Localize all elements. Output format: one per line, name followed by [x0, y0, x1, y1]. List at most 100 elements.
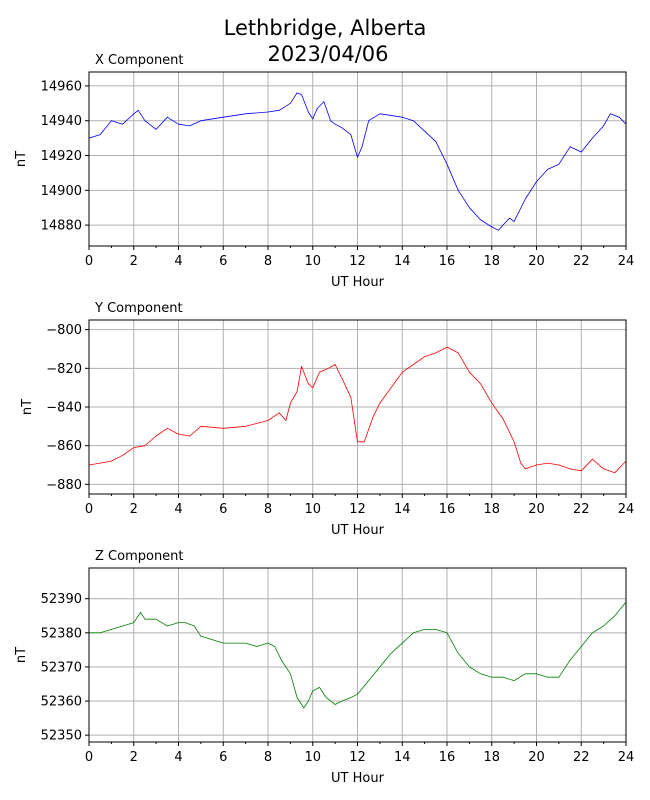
x-point-20 [312, 118, 314, 120]
x-point-17 [296, 92, 298, 94]
y-point-5 [144, 445, 146, 447]
y-point-51 [614, 472, 616, 474]
y-xtick-label-3: 6 [219, 502, 227, 517]
z-xtick-label-1: 2 [130, 750, 138, 765]
y-point-48 [580, 470, 582, 472]
x-point-41 [502, 224, 504, 226]
z-point-34 [390, 652, 392, 654]
z-point-3 [122, 625, 123, 627]
z-point-42 [480, 673, 481, 675]
z-point-20 [281, 659, 282, 661]
z-point-48 [547, 676, 549, 678]
y-point-24 [341, 377, 343, 379]
z-xtick-label-8: 16 [439, 750, 456, 765]
y-point-8 [178, 433, 179, 435]
y-point-1 [99, 462, 101, 464]
z-xlabel: UT Hour [331, 771, 385, 786]
y-point-46 [558, 464, 560, 466]
x-point-8 [166, 116, 168, 118]
y-xtick-label-1: 2 [130, 502, 138, 517]
x-point-42 [509, 217, 510, 219]
z-point-38 [435, 629, 437, 630]
z-point-35 [401, 642, 403, 644]
z-xtick-label-4: 8 [264, 750, 272, 765]
z-point-10 [184, 622, 186, 623]
z-point-2 [111, 629, 112, 630]
x-point-22 [323, 101, 325, 102]
y-point-41 [513, 441, 515, 443]
y-point-38 [480, 383, 481, 385]
y-ytick-label-0: −880 [46, 478, 82, 493]
y-point-3 [122, 454, 123, 456]
x-xtick-label-8: 16 [439, 254, 456, 269]
y-point-45 [547, 462, 549, 464]
z-point-31 [357, 693, 358, 695]
z-point-51 [580, 646, 582, 647]
z-point-39 [446, 632, 448, 634]
x-point-25 [341, 127, 343, 129]
z-point-41 [469, 666, 470, 668]
x-ytick-label-1: 14900 [41, 184, 82, 199]
z-ytick-label-1: 52360 [41, 695, 82, 710]
x-point-34 [435, 141, 437, 143]
z-xtick-label-0: 0 [85, 750, 93, 765]
x-point-48 [569, 146, 571, 148]
y-point-19 [307, 383, 309, 385]
y-point-20 [312, 387, 314, 389]
x-point-39 [491, 226, 493, 228]
x-xtick-label-9: 18 [483, 254, 500, 269]
y-point-42 [520, 462, 522, 464]
y-point-7 [166, 427, 168, 429]
z-xtick-label-6: 12 [349, 750, 366, 765]
y-point-43 [524, 468, 526, 470]
x-point-16 [290, 102, 291, 104]
z-point-36 [413, 632, 414, 634]
y-xtick-label-12: 24 [618, 502, 635, 517]
x-point-15 [278, 109, 280, 111]
z-xtick-label-3: 6 [219, 750, 227, 765]
y-point-29 [379, 402, 381, 404]
z-ytick-label-2: 52370 [41, 660, 82, 675]
x-xtick-label-7: 14 [394, 254, 411, 269]
x-point-53 [618, 116, 620, 118]
y-xtick-label-7: 14 [394, 502, 411, 517]
z-point-18 [267, 642, 269, 644]
x-point-40 [498, 229, 499, 231]
x-xtick-label-12: 24 [618, 254, 635, 269]
z-point-43 [491, 676, 493, 678]
x-point-49 [580, 151, 582, 153]
z-point-4 [133, 622, 135, 623]
y-point-33 [424, 356, 425, 358]
y-point-14 [278, 412, 280, 414]
z-point-54 [614, 615, 616, 617]
x-xtick-label-10: 20 [528, 254, 545, 269]
x-point-46 [547, 169, 549, 170]
y-point-26 [357, 441, 358, 443]
x-xlabel: UT Hour [331, 275, 385, 290]
y-point-50 [603, 468, 604, 470]
y-point-18 [301, 366, 302, 367]
z-point-17 [256, 646, 258, 647]
x-point-9 [178, 123, 179, 125]
y-xlabel: UT Hour [331, 523, 385, 538]
x-point-35 [446, 163, 448, 165]
y-point-15 [285, 420, 287, 421]
x-point-44 [524, 198, 526, 200]
x-point-47 [558, 163, 560, 165]
x-point-32 [413, 120, 414, 122]
y-point-36 [457, 352, 459, 354]
z-point-53 [603, 625, 604, 627]
y-point-27 [363, 441, 365, 443]
x-point-30 [379, 113, 381, 115]
x-point-12 [222, 116, 224, 118]
x-ytick-label-3: 14940 [41, 114, 82, 129]
x-point-10 [189, 125, 191, 127]
x-point-21 [316, 108, 318, 109]
z-point-29 [341, 700, 343, 702]
x-point-51 [603, 125, 604, 127]
z-point-25 [312, 690, 314, 692]
z-point-28 [334, 704, 336, 705]
y-point-23 [334, 364, 336, 365]
y-xtick-label-11: 22 [573, 502, 590, 517]
